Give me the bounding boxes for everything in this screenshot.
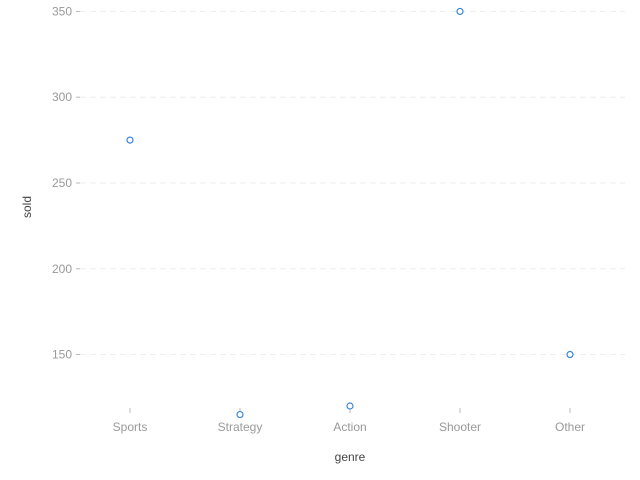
grid-lines [80,10,625,356]
y-axis: 150 200 250 300 350 [52,4,80,362]
x-axis: Sports Strategy Action Shooter Other [113,408,585,434]
y-tick-label: 350 [52,4,72,18]
x-tick-label: Action [333,420,366,434]
y-axis-title: sold [20,196,34,218]
x-axis-title: genre [335,450,366,464]
data-point [566,350,574,359]
x-tick-label: Other [555,420,585,434]
data-points [126,7,574,419]
data-point [346,402,354,410]
y-tick-label: 200 [52,262,72,276]
data-point [456,7,464,16]
y-tick-label: 150 [52,348,72,362]
y-tick-label: 250 [52,176,72,190]
x-tick-label: Shooter [439,420,481,434]
x-tick-label: Strategy [218,420,263,434]
data-point [236,410,244,419]
data-point [126,136,134,144]
y-tick-label: 300 [52,90,72,104]
x-tick-label: Sports [113,420,148,434]
